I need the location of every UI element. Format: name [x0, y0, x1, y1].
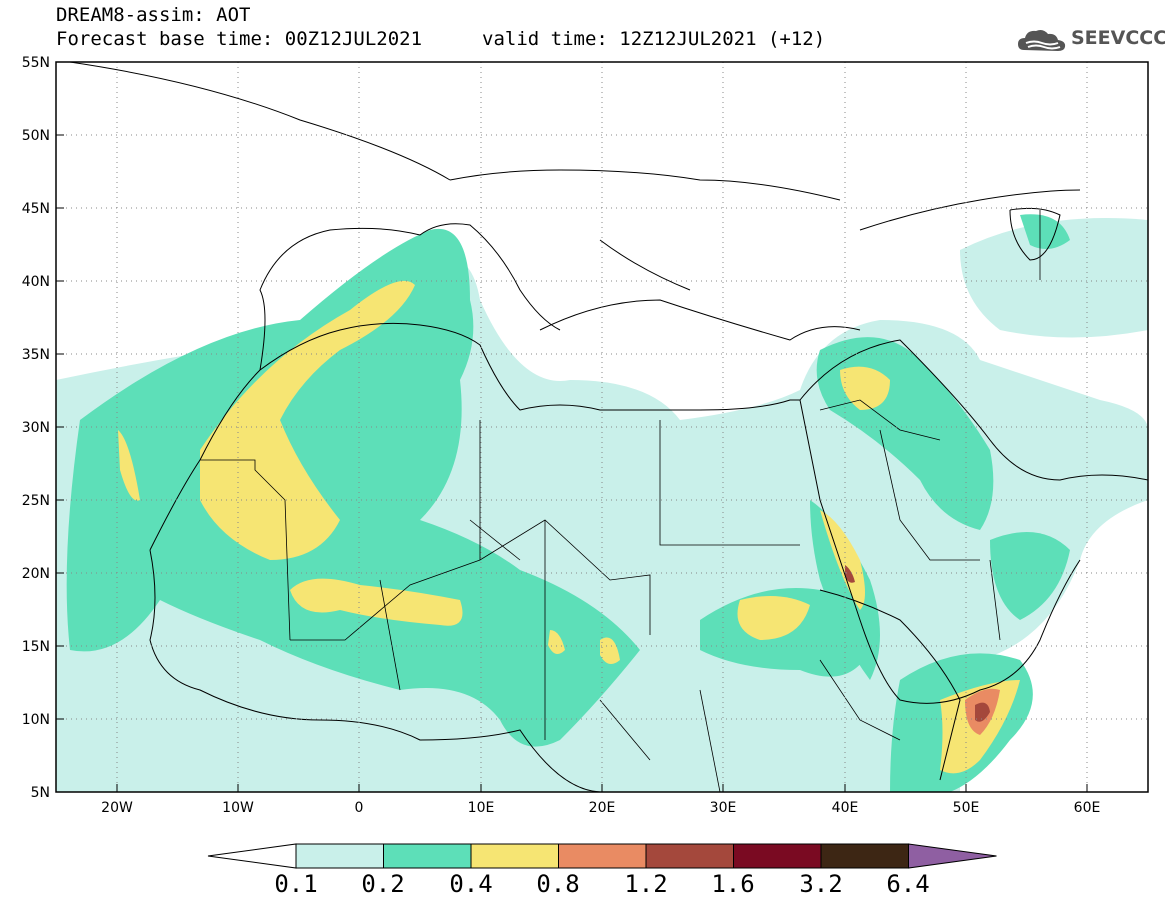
- colorbar-box: [820, 843, 909, 869]
- cloud-icon: [1018, 30, 1066, 51]
- lon-label: 10E: [468, 800, 495, 816]
- lon-label: 60E: [1074, 800, 1101, 816]
- lat-label: 30N: [22, 420, 50, 436]
- lat-label: 45N: [22, 201, 50, 217]
- lon-label: 10W: [222, 800, 254, 816]
- colorbar-box: [645, 843, 734, 869]
- colorbar-label: 3.2: [799, 870, 842, 898]
- colorbar-arrow-left: [207, 843, 297, 869]
- colorbar-box: [470, 843, 559, 869]
- colorbar-boxes: [207, 843, 997, 869]
- lat-label: 40N: [22, 274, 50, 290]
- coastlines: [66, 62, 1148, 792]
- colorbar-label: 0.4: [449, 870, 492, 898]
- colorbar-label: 1.6: [711, 870, 754, 898]
- lat-label: 10N: [22, 712, 50, 728]
- colorbar-box: [558, 843, 647, 869]
- lat-label: 55N: [22, 55, 50, 71]
- lat-label: 35N: [22, 347, 50, 363]
- lat-label: 20N: [22, 566, 50, 582]
- aot-contour-extreme: [975, 702, 990, 722]
- axis-ticks: [56, 61, 1088, 792]
- lon-label: 30E: [710, 800, 737, 816]
- country-borders: [200, 210, 1041, 792]
- logo-text: SEEVCCC: [1071, 27, 1165, 49]
- colorbar: 0.1 0.2 0.4 0.8 1.2 1.6 3.2 6.4: [207, 843, 997, 898]
- lon-label: 40E: [832, 800, 859, 816]
- colorbar-label: 0.8: [536, 870, 579, 898]
- lat-label: 50N: [22, 128, 50, 144]
- valid-time: valid time: 12Z12JUL2021 (+12): [482, 28, 826, 50]
- colorbar-label: 0.2: [361, 870, 404, 898]
- colorbar-box: [295, 843, 384, 869]
- map-title: DREAM8-assim: AOT: [56, 4, 251, 26]
- aot-map: 55N 50N 45N 40N 35N 30N 25N 20N 15N 10N …: [22, 55, 1149, 816]
- lat-label: 15N: [22, 639, 50, 655]
- colorbar-label: 0.1: [274, 870, 317, 898]
- forecast-base-time: Forecast base time: 00Z12JUL2021: [56, 28, 423, 50]
- aot-contour-extreme-red-sea: [845, 565, 855, 583]
- lat-label: 25N: [22, 493, 50, 509]
- colorbar-label: 1.2: [624, 870, 667, 898]
- colorbar-box: [383, 843, 472, 869]
- lon-label: 0: [355, 800, 364, 816]
- lon-label: 20E: [589, 800, 616, 816]
- aot-field: [56, 214, 1148, 792]
- colorbar-arrow-right: [908, 843, 997, 869]
- graticule: [56, 62, 1148, 792]
- colorbar-label: 6.4: [886, 870, 929, 898]
- lon-label: 50E: [953, 800, 980, 816]
- lat-label: 5N: [31, 785, 50, 801]
- lon-label: 20W: [101, 800, 133, 816]
- aot-contour-high: [118, 280, 1020, 774]
- colorbar-box: [733, 843, 822, 869]
